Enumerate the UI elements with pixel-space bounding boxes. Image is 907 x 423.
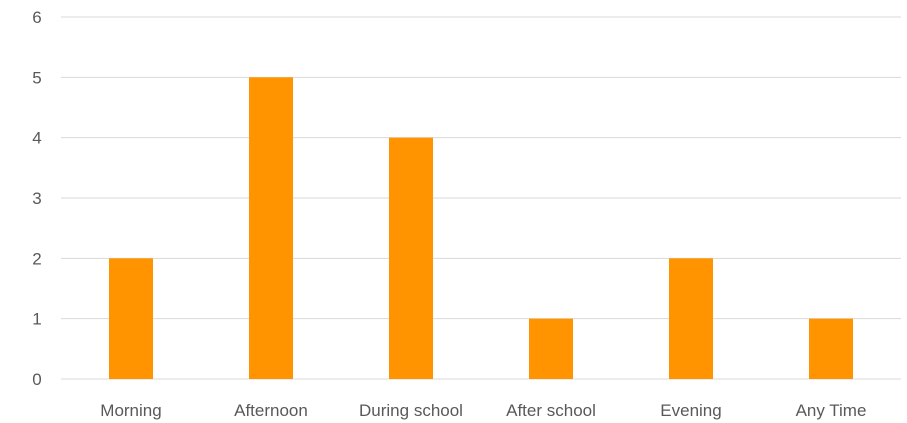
- x-tick-label: Morning: [100, 401, 161, 420]
- x-axis-ticks: Morning Afternoon During school After schoo…: [100, 401, 866, 420]
- y-tick-label: 5: [32, 68, 41, 87]
- gridlines: [61, 16, 901, 380]
- y-tick-label: 4: [32, 129, 41, 148]
- y-tick-label: 3: [32, 189, 41, 208]
- x-tick-label: After school: [506, 401, 596, 420]
- bar-evening: [669, 258, 713, 379]
- x-tick-label: Evening: [660, 401, 721, 420]
- bar-any-time: [809, 318, 853, 379]
- x-tick-label: Any Time: [796, 401, 867, 420]
- bar-afternoon: [249, 77, 293, 379]
- y-axis-ticks: 0 1 2 3 4 5 6: [32, 8, 41, 389]
- bars: [109, 77, 853, 379]
- y-tick-label: 1: [32, 310, 41, 329]
- bar-during-school: [389, 137, 433, 379]
- y-tick-label: 6: [32, 8, 41, 27]
- y-tick-label: 0: [32, 370, 41, 389]
- y-tick-label: 2: [32, 249, 41, 268]
- x-tick-label: Afternoon: [234, 401, 308, 420]
- bar-morning: [109, 258, 153, 379]
- x-tick-label: During school: [359, 401, 463, 420]
- bar-after-school: [529, 318, 573, 379]
